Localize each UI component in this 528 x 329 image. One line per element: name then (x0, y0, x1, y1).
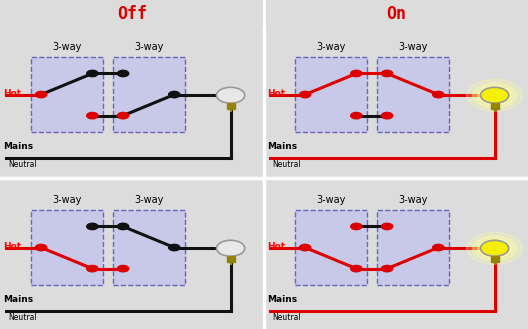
Circle shape (87, 70, 98, 77)
Text: Neutral: Neutral (272, 160, 300, 169)
Circle shape (381, 113, 393, 119)
Bar (113, 210, 185, 285)
Circle shape (299, 91, 311, 98)
Bar (295, 57, 366, 132)
Circle shape (168, 244, 180, 251)
Text: Neutral: Neutral (272, 313, 300, 322)
Circle shape (351, 223, 362, 230)
Text: 3-way: 3-way (134, 42, 163, 52)
Text: Off: Off (117, 5, 147, 23)
Text: Mains: Mains (3, 295, 33, 304)
Text: Neutral: Neutral (8, 160, 36, 169)
Text: 3-way: 3-way (398, 42, 427, 52)
Circle shape (381, 223, 393, 230)
Bar (227, 103, 235, 110)
Text: Mains: Mains (267, 142, 297, 151)
Text: Hot: Hot (3, 89, 21, 98)
Circle shape (168, 91, 180, 98)
Circle shape (473, 83, 516, 108)
Text: Hot: Hot (267, 89, 285, 98)
Circle shape (299, 244, 311, 251)
Bar (295, 210, 366, 285)
Circle shape (432, 91, 444, 98)
Circle shape (87, 113, 98, 119)
Circle shape (351, 266, 362, 272)
Circle shape (117, 223, 129, 230)
Text: Mains: Mains (3, 142, 33, 151)
Text: 3-way: 3-way (52, 195, 81, 205)
Text: 3-way: 3-way (52, 42, 81, 52)
Circle shape (216, 240, 244, 256)
Circle shape (87, 223, 98, 230)
Circle shape (35, 91, 47, 98)
Text: Hot: Hot (267, 241, 285, 251)
Circle shape (351, 70, 362, 77)
Circle shape (117, 266, 129, 272)
Text: 3-way: 3-way (316, 195, 345, 205)
Circle shape (216, 87, 244, 103)
Circle shape (478, 86, 511, 105)
Circle shape (381, 70, 393, 77)
Bar (31, 210, 102, 285)
Circle shape (432, 244, 444, 251)
Circle shape (381, 266, 393, 272)
Text: Neutral: Neutral (8, 313, 36, 322)
Circle shape (35, 244, 47, 251)
Circle shape (117, 113, 129, 119)
Text: On: On (386, 5, 406, 23)
Text: Hot: Hot (3, 241, 21, 251)
Circle shape (473, 236, 516, 261)
Bar (377, 210, 449, 285)
Circle shape (87, 266, 98, 272)
Bar (377, 57, 449, 132)
Bar (113, 57, 185, 132)
Circle shape (351, 113, 362, 119)
Circle shape (466, 79, 523, 111)
Bar (227, 256, 235, 263)
Circle shape (478, 239, 511, 258)
Text: 3-way: 3-way (398, 195, 427, 205)
Bar (491, 103, 499, 110)
Circle shape (466, 232, 523, 264)
Circle shape (480, 240, 508, 256)
Text: 3-way: 3-way (134, 195, 163, 205)
Circle shape (480, 87, 508, 103)
Bar (31, 57, 102, 132)
Text: Mains: Mains (267, 295, 297, 304)
Text: 3-way: 3-way (316, 42, 345, 52)
Bar (491, 256, 499, 263)
Circle shape (117, 70, 129, 77)
